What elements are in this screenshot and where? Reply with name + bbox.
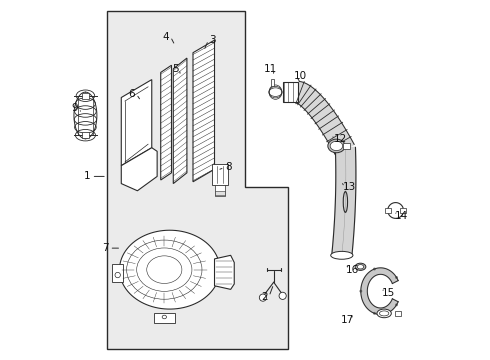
Ellipse shape	[379, 311, 389, 316]
Ellipse shape	[359, 290, 362, 293]
Polygon shape	[120, 230, 220, 309]
Polygon shape	[215, 255, 234, 289]
Circle shape	[279, 292, 286, 300]
Polygon shape	[122, 148, 157, 191]
Text: 7: 7	[102, 243, 108, 253]
Ellipse shape	[330, 141, 343, 150]
Bar	[343, 143, 350, 149]
Ellipse shape	[395, 276, 398, 279]
Bar	[212, 164, 228, 185]
Bar	[112, 264, 123, 282]
Polygon shape	[332, 147, 356, 256]
Text: 5: 5	[172, 64, 178, 74]
Text: 12: 12	[333, 134, 346, 144]
Polygon shape	[107, 12, 288, 348]
Text: 4: 4	[163, 32, 170, 41]
Polygon shape	[122, 80, 152, 166]
Ellipse shape	[395, 303, 398, 306]
Bar	[385, 208, 392, 213]
Bar	[153, 313, 175, 323]
Text: 8: 8	[225, 162, 232, 172]
Text: 16: 16	[346, 265, 359, 275]
Bar	[271, 79, 274, 86]
Polygon shape	[296, 81, 354, 155]
Polygon shape	[361, 268, 398, 315]
Text: 13: 13	[343, 182, 356, 192]
Ellipse shape	[355, 263, 366, 270]
Ellipse shape	[373, 267, 376, 270]
Text: 17: 17	[341, 315, 354, 325]
Ellipse shape	[373, 312, 376, 315]
Ellipse shape	[357, 265, 364, 269]
Text: 9: 9	[72, 103, 78, 113]
Ellipse shape	[328, 139, 345, 153]
Polygon shape	[193, 40, 215, 182]
Ellipse shape	[331, 251, 353, 259]
Text: 3: 3	[209, 35, 216, 45]
Text: 11: 11	[264, 64, 277, 74]
Bar	[82, 93, 89, 99]
Text: 15: 15	[382, 288, 395, 298]
Polygon shape	[161, 65, 171, 180]
Text: 2: 2	[261, 292, 268, 302]
Bar	[215, 185, 225, 196]
Text: 6: 6	[129, 89, 135, 99]
Bar	[82, 132, 89, 138]
Text: 1: 1	[84, 171, 91, 181]
Circle shape	[259, 294, 267, 301]
Bar	[395, 311, 401, 316]
Bar	[215, 192, 225, 195]
Polygon shape	[173, 58, 187, 184]
Polygon shape	[283, 82, 298, 102]
Bar	[400, 208, 406, 213]
Ellipse shape	[377, 309, 392, 318]
Text: 14: 14	[394, 211, 408, 221]
Text: 10: 10	[294, 71, 307, 81]
